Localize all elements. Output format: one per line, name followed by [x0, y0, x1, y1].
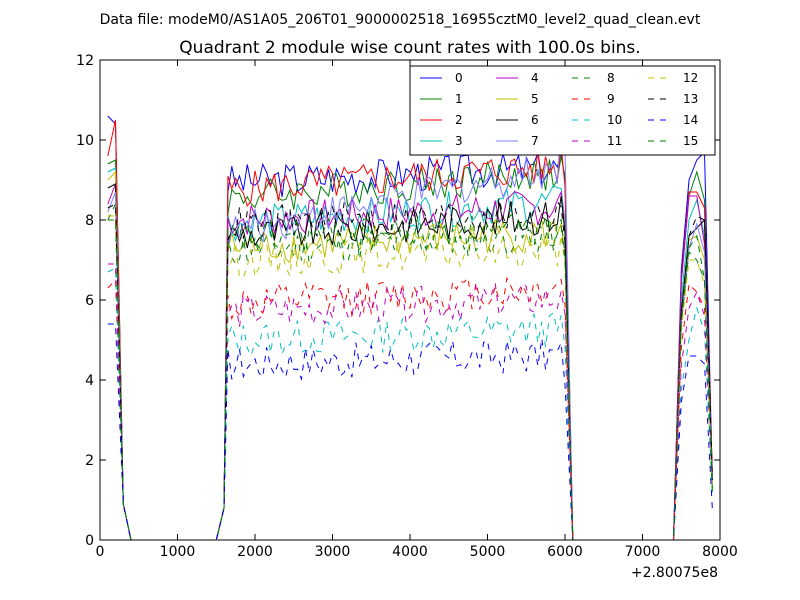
x-tick-label: 6000 [547, 544, 583, 560]
x-tick-label: 3000 [315, 544, 351, 560]
series-line-15 [107, 214, 713, 541]
y-tick-label: 8 [85, 213, 94, 229]
series-line-12 [107, 215, 713, 541]
series-line-14 [107, 323, 713, 541]
x-tick-label: 0 [96, 544, 105, 560]
legend-label-6: 6 [531, 113, 539, 127]
data-file-title: Data file: modeM0/AS1A05_206T01_90000025… [100, 12, 701, 28]
y-tick-label: 2 [85, 453, 94, 469]
legend-label-4: 4 [531, 71, 539, 85]
legend-label-1: 1 [455, 92, 463, 106]
series-line-10 [107, 267, 713, 541]
series-line-2 [107, 119, 713, 541]
legend-label-8: 8 [607, 71, 615, 85]
legend-label-7: 7 [531, 134, 539, 148]
x-axis-ticks: 0 1000 2000 3000 4000 5000 6000 7000 8000 [96, 60, 738, 560]
y-tick-label: 12 [76, 53, 94, 69]
x-tick-label: 2000 [237, 544, 273, 560]
y-tick-label: 6 [85, 293, 94, 309]
legend-label-9: 9 [607, 92, 615, 106]
legend-label-15: 15 [683, 134, 698, 148]
x-tick-label: 8000 [702, 544, 738, 560]
legend-box [409, 65, 716, 156]
legend-label-14: 14 [683, 113, 698, 127]
series-line-11 [107, 263, 713, 541]
legend-label-3: 3 [455, 134, 463, 148]
y-tick-label: 10 [76, 133, 94, 149]
x-tick-label: 5000 [470, 544, 506, 560]
series-line-1 [107, 156, 713, 541]
series-line-4 [107, 183, 713, 541]
x-axis-offset-label: +2.80075e8 [631, 565, 718, 581]
chart-title: Quadrant 2 module wise count rates with … [179, 38, 640, 58]
legend-label-0: 0 [455, 71, 463, 85]
legend-label-13: 13 [683, 92, 698, 106]
series-line-5 [107, 170, 713, 541]
x-tick-label: 7000 [625, 544, 661, 560]
legend-label-10: 10 [607, 113, 622, 127]
series-line-13 [107, 198, 713, 541]
plot-lines [107, 115, 713, 541]
x-tick-label: 1000 [160, 544, 196, 560]
x-tick-label: 4000 [392, 544, 428, 560]
series-line-7 [107, 119, 713, 541]
legend-label-2: 2 [455, 113, 463, 127]
y-tick-label: 0 [85, 533, 94, 549]
legend-label-11: 11 [607, 134, 622, 148]
y-tick-label: 4 [85, 373, 94, 389]
legend-label-12: 12 [683, 71, 698, 85]
series-line-3 [107, 167, 713, 541]
legend-label-5: 5 [531, 92, 539, 106]
